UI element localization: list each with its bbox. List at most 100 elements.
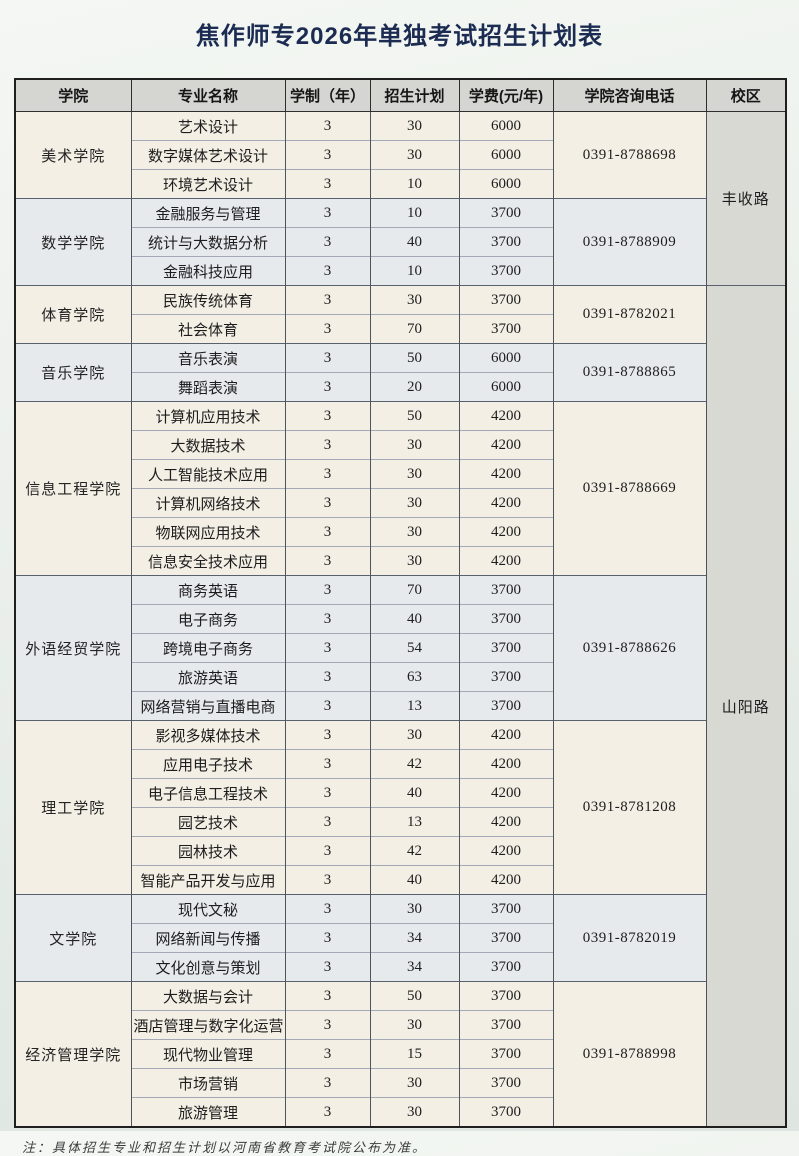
major-name-cell: 酒店管理与数字化运营 xyxy=(130,1010,286,1040)
plan-cell: 30 xyxy=(369,1068,460,1098)
years-cell: 3 xyxy=(284,488,371,518)
tuition-cell: 3700 xyxy=(458,227,554,257)
phone-cell: 0391-8781208 xyxy=(552,720,707,895)
years-cell: 3 xyxy=(284,372,371,402)
major-name-cell: 环境艺术设计 xyxy=(130,169,286,199)
years-cell: 3 xyxy=(284,430,371,460)
college-cell: 信息工程学院 xyxy=(14,401,132,576)
college-cell: 音乐学院 xyxy=(14,343,132,402)
major-name-cell: 智能产品开发与应用 xyxy=(130,865,286,895)
years-cell: 3 xyxy=(284,1039,371,1069)
phone-cell: 0391-8788698 xyxy=(552,111,707,199)
column-header: 校区 xyxy=(705,78,787,112)
years-cell: 3 xyxy=(284,662,371,692)
major-name-cell: 金融科技应用 xyxy=(130,256,286,286)
major-name-cell: 旅游管理 xyxy=(130,1097,286,1127)
years-cell: 3 xyxy=(284,836,371,866)
major-name-cell: 计算机网络技术 xyxy=(130,488,286,518)
table-row: 园林技术 3 42 4200 xyxy=(15,836,786,866)
major-name-cell: 应用电子技术 xyxy=(130,749,286,779)
plan-cell: 34 xyxy=(369,952,460,982)
years-cell: 3 xyxy=(284,894,371,924)
campus-cell: 丰收路 xyxy=(705,111,787,286)
years-cell: 3 xyxy=(284,807,371,837)
major-name-cell: 网络营销与直播电商 xyxy=(130,691,286,721)
plan-cell: 10 xyxy=(369,198,460,228)
tuition-cell: 6000 xyxy=(458,343,554,373)
plan-cell: 50 xyxy=(369,981,460,1011)
major-name-cell: 电子信息工程技术 xyxy=(130,778,286,808)
table-row: 环境艺术设计 3 10 6000 xyxy=(15,169,786,199)
plan-cell: 42 xyxy=(369,836,460,866)
plan-cell: 34 xyxy=(369,923,460,953)
college-cell: 美术学院 xyxy=(14,111,132,199)
years-cell: 3 xyxy=(284,749,371,779)
tuition-cell: 4200 xyxy=(458,401,554,431)
major-name-cell: 计算机应用技术 xyxy=(130,401,286,431)
plan-cell: 30 xyxy=(369,720,460,750)
table-row: 经济管理学院 大数据与会计 3 50 3700 0391-8788998 xyxy=(14,981,786,1127)
header-row: 学院 专业名称 学制（年） 招生计划 学费(元/年) 学院咨询电话 校区 xyxy=(14,78,787,112)
table-row: 计算机网络技术 3 30 4200 xyxy=(15,488,786,518)
years-cell: 3 xyxy=(284,923,371,953)
plan-cell: 30 xyxy=(369,430,460,460)
tuition-cell: 3700 xyxy=(458,1039,554,1069)
major-name-cell: 统计与大数据分析 xyxy=(130,227,286,257)
major-name-cell: 金融服务与管理 xyxy=(130,198,286,228)
tuition-cell: 3700 xyxy=(458,981,554,1011)
major-name-cell: 跨境电子商务 xyxy=(130,633,286,663)
tuition-cell: 4200 xyxy=(458,430,554,460)
tuition-cell: 3700 xyxy=(458,633,554,663)
phone-cell: 0391-8788669 xyxy=(552,401,707,576)
years-cell: 3 xyxy=(284,546,371,576)
major-name-cell: 人工智能技术应用 xyxy=(130,459,286,489)
table-row: 社会体育 3 70 3700 xyxy=(15,314,786,344)
college-cell: 理工学院 xyxy=(14,720,132,895)
major-name-cell: 物联网应用技术 xyxy=(130,517,286,547)
major-name-cell: 网络新闻与传播 xyxy=(130,923,286,953)
years-cell: 3 xyxy=(284,343,371,373)
plan-cell: 40 xyxy=(369,865,460,895)
tuition-cell: 3700 xyxy=(458,894,554,924)
years-cell: 3 xyxy=(284,1010,371,1040)
major-name-cell: 园林技术 xyxy=(130,836,286,866)
major-name-cell: 艺术设计 xyxy=(130,111,286,141)
major-name-cell: 舞蹈表演 xyxy=(130,372,286,402)
tuition-cell: 3700 xyxy=(458,662,554,692)
table-row: 数字媒体艺术设计 3 30 6000 xyxy=(15,140,786,170)
table-row: 物联网应用技术 3 30 4200 xyxy=(15,517,786,547)
years-cell: 3 xyxy=(284,981,371,1011)
plan-cell: 70 xyxy=(369,575,460,605)
tuition-cell: 4200 xyxy=(458,836,554,866)
plan-cell: 10 xyxy=(369,169,460,199)
table-row: 人工智能技术应用 3 30 4200 xyxy=(15,459,786,489)
major-name-cell: 大数据与会计 xyxy=(130,981,286,1011)
footnote: 注：具体招生专业和招生计划以河南省教育考试院公布为准。 xyxy=(22,1140,428,1155)
major-name-cell: 旅游英语 xyxy=(130,662,286,692)
years-cell: 3 xyxy=(284,633,371,663)
years-cell: 3 xyxy=(284,169,371,199)
tuition-cell: 3700 xyxy=(458,198,554,228)
table-row: 信息工程学院 计算机应用技术 3 50 4200 0391-8788669 xyxy=(14,401,786,576)
years-cell: 3 xyxy=(284,1068,371,1098)
plan-cell: 30 xyxy=(369,140,460,170)
plan-cell: 54 xyxy=(369,633,460,663)
years-cell: 3 xyxy=(284,575,371,605)
years-cell: 3 xyxy=(284,314,371,344)
table-row: 音乐学院 音乐表演 3 50 6000 0391-8788865 xyxy=(14,343,786,402)
major-name-cell: 民族传统体育 xyxy=(130,285,286,315)
major-name-cell: 信息安全技术应用 xyxy=(130,546,286,576)
tuition-cell: 3700 xyxy=(458,575,554,605)
plan-cell: 50 xyxy=(369,343,460,373)
major-name-cell: 现代文秘 xyxy=(130,894,286,924)
table-row: 园艺技术 3 13 4200 xyxy=(15,807,786,837)
column-header: 学院 xyxy=(14,78,132,112)
tuition-cell: 4200 xyxy=(458,546,554,576)
major-name-cell: 园艺技术 xyxy=(130,807,286,837)
major-name-cell: 现代物业管理 xyxy=(130,1039,286,1069)
years-cell: 3 xyxy=(284,1097,371,1127)
years-cell: 3 xyxy=(284,140,371,170)
plan-cell: 30 xyxy=(369,285,460,315)
plan-cell: 30 xyxy=(369,546,460,576)
table-row: 电子商务 3 40 3700 xyxy=(15,604,786,634)
